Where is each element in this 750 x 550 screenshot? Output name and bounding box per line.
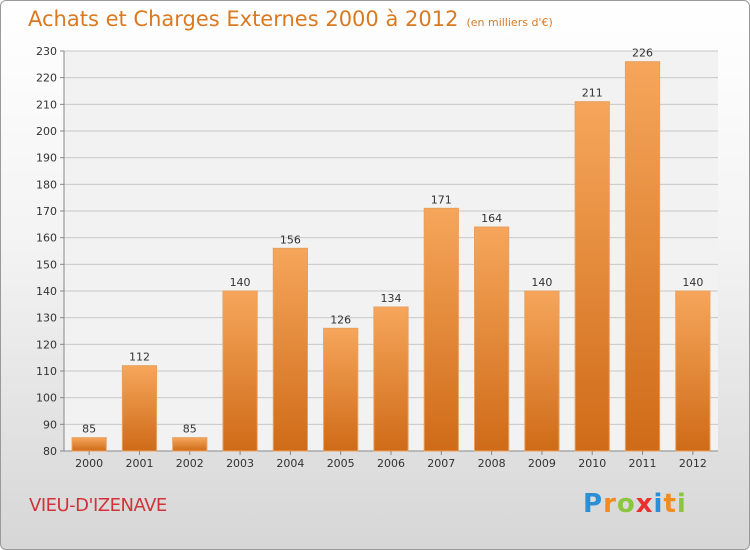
data-label: 140: [531, 276, 552, 289]
bar: [524, 290, 560, 452]
bar: [373, 306, 409, 452]
x-tick-label: 2011: [629, 457, 657, 470]
x-tick-label: 2000: [75, 457, 103, 470]
y-tick-label: 80: [43, 445, 57, 458]
logo-letter: P: [583, 489, 604, 519]
data-label: 140: [682, 276, 703, 289]
data-label: 85: [183, 423, 197, 436]
y-tick-label: 200: [36, 125, 57, 138]
y-tick-label: 210: [36, 98, 57, 111]
y-tick-label: 120: [36, 338, 57, 351]
data-label: 226: [632, 47, 653, 60]
data-label: 126: [330, 313, 351, 326]
y-tick-label: 190: [36, 152, 57, 165]
y-tick-label: 140: [36, 285, 57, 298]
y-tick-label: 180: [36, 178, 57, 191]
data-label: 156: [280, 233, 301, 246]
bar: [222, 290, 258, 452]
bar: [71, 437, 107, 452]
x-tick-label: 2005: [327, 457, 355, 470]
logo-letter: o: [616, 489, 636, 519]
logo-letter: r: [603, 489, 617, 519]
data-label: 112: [129, 351, 150, 364]
bar: [121, 365, 158, 452]
data-label: 85: [82, 423, 96, 436]
location-label: VIEU-D'IZENAVE: [29, 495, 167, 516]
proxiti-logo: Proxiti: [583, 489, 687, 519]
y-tick-label: 170: [36, 205, 57, 218]
logo-letter: x: [635, 489, 654, 519]
x-tick-label: 2004: [276, 457, 304, 470]
data-label: 134: [381, 292, 402, 305]
x-tick-label: 2006: [377, 457, 405, 470]
x-tick-label: 2007: [427, 457, 455, 470]
x-tick-label: 2002: [176, 457, 204, 470]
x-tick-label: 2003: [226, 457, 254, 470]
y-tick-label: 130: [36, 312, 57, 325]
bar: [423, 207, 459, 452]
bar: [624, 61, 661, 452]
x-tick-label: 2001: [125, 457, 153, 470]
x-tick-label: 2008: [478, 457, 506, 470]
data-label: 164: [481, 212, 502, 225]
data-label: 211: [582, 87, 603, 100]
logo-letter: i: [676, 489, 687, 519]
y-tick-label: 230: [36, 45, 57, 58]
y-tick-label: 110: [36, 365, 57, 378]
bar: [272, 247, 308, 452]
y-tick-label: 220: [36, 72, 57, 85]
chart-title: Achats et Charges Externes 2000 à 2012 (e…: [28, 7, 553, 31]
x-tick-label: 2010: [578, 457, 606, 470]
chart-subtitle: (en milliers d'€): [466, 16, 553, 29]
y-tick-label: 90: [43, 418, 57, 431]
bar: [675, 290, 711, 452]
bar: [474, 226, 510, 452]
x-tick-label: 2009: [528, 457, 556, 470]
y-tick-label: 100: [36, 392, 57, 405]
y-tick-label: 160: [36, 232, 57, 245]
y-tick-label: 150: [36, 258, 57, 271]
bar: [172, 437, 208, 452]
data-label: 171: [431, 193, 452, 206]
logo-letter: t: [663, 489, 677, 519]
logo-letter: i: [653, 489, 664, 519]
x-tick-label: 2012: [679, 457, 707, 470]
data-label: 140: [230, 276, 251, 289]
bar: [323, 327, 359, 452]
bar: [574, 101, 610, 452]
